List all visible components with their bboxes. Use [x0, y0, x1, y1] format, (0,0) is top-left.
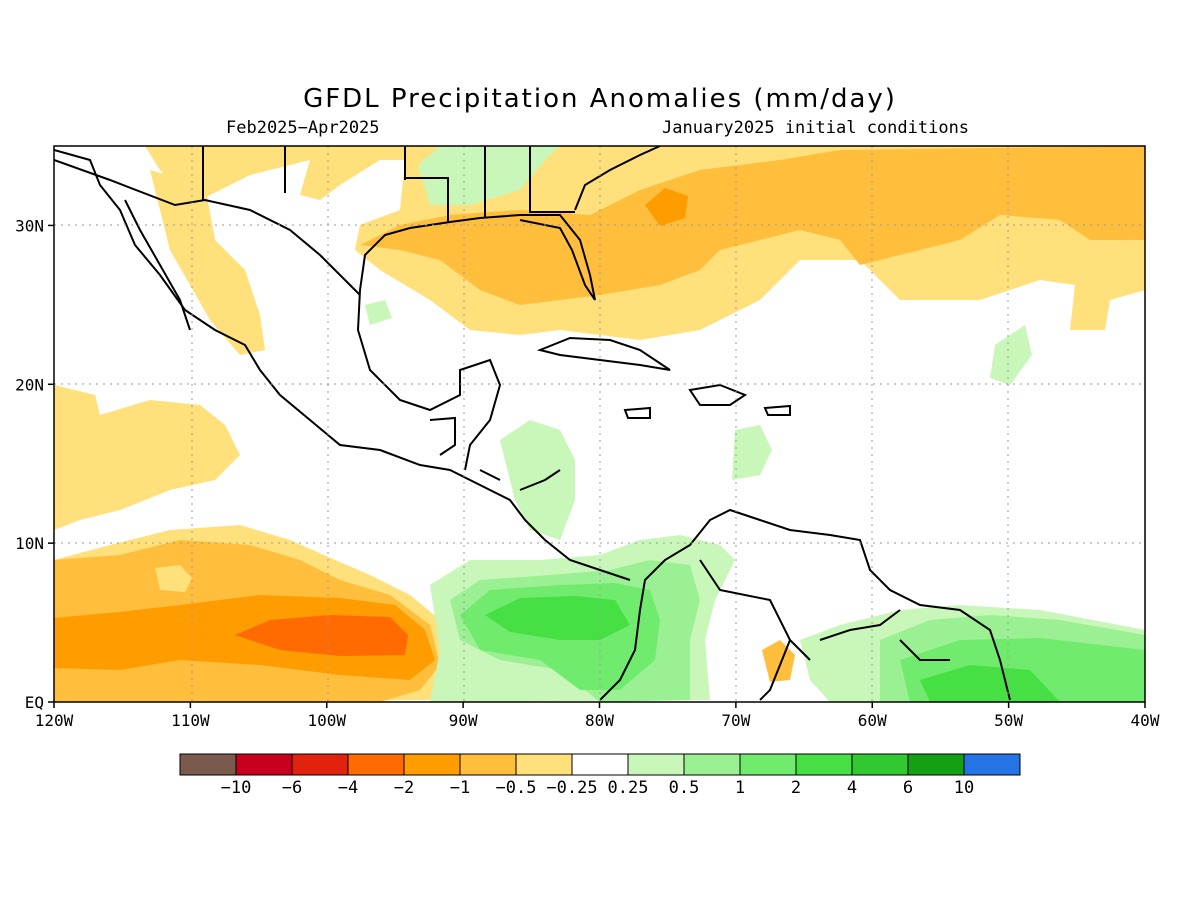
- longitude-tick-label: 110W: [171, 711, 210, 730]
- us-mexico-border: [54, 159, 361, 296]
- anomaly-shading: [54, 146, 1145, 702]
- colorbar-swatch: [291, 753, 349, 776]
- colorbar-swatch: [459, 753, 517, 776]
- longitude-tick-label: 70W: [721, 711, 750, 730]
- wet-region-southeast-us: [418, 146, 560, 205]
- colorbar-swatch: [907, 753, 965, 776]
- wet-region-central-america: [500, 420, 575, 540]
- latitude-tick-label: 30N: [15, 216, 44, 235]
- latitude-tick-label: EQ: [25, 693, 44, 712]
- colorbar-label: 2: [791, 778, 801, 798]
- colorbar-swatch: [627, 753, 685, 776]
- puerto-rico-outline: [763, 404, 791, 416]
- initial-conditions-subtitle: January2025 initial conditions: [662, 118, 970, 138]
- colorbar-swatch: [739, 753, 797, 776]
- longitude-tick-label: 60W: [858, 711, 887, 730]
- map-title: GFDL Precipitation Anomalies (mm/day): [303, 84, 897, 114]
- colorbar-swatch: [235, 753, 293, 776]
- colorbar-swatch: [515, 753, 573, 776]
- wet-region-eastern-pacific-core: [485, 596, 630, 640]
- wet-region-caribbean: [732, 425, 772, 480]
- dry-region-east-pacific-north: [54, 385, 240, 530]
- colorbar-label: −0.25: [546, 778, 597, 798]
- hispaniola-outline: [688, 383, 748, 406]
- colorbar-label: 10: [954, 778, 974, 798]
- longitude-axis: 120W 110W 100W 90W 80W 70W 60W 50W 40W: [35, 702, 1160, 730]
- south-america-interior-borders: [699, 559, 950, 701]
- colorbar-swatch: [851, 753, 909, 776]
- longitude-tick-label: 100W: [307, 711, 346, 730]
- dry-region-pacific-hole: [155, 565, 192, 592]
- wet-region-gulf: [365, 300, 392, 325]
- colorbar: [179, 753, 1021, 776]
- coastlines: [54, 146, 1011, 701]
- north-america-coastline: [54, 149, 631, 581]
- wet-region-atlantic: [990, 325, 1032, 385]
- atlantic-us-coastline: [574, 146, 661, 211]
- colorbar-label: −10: [221, 778, 252, 798]
- dry-region-pacific-core: [235, 615, 408, 656]
- colorbar-label: −4: [338, 778, 358, 798]
- latitude-tick-label: 20N: [15, 375, 44, 394]
- period-subtitle: Feb2025−Apr2025: [226, 118, 380, 138]
- south-america-coastline: [599, 508, 1011, 701]
- colorbar-swatch: [795, 753, 853, 776]
- colorbar-label: −2: [394, 778, 414, 798]
- colorbar-swatch: [347, 753, 405, 776]
- colorbar-swatch: [963, 753, 1021, 776]
- colorbar-swatch: [683, 753, 741, 776]
- colorbar-label: 0.25: [608, 778, 649, 798]
- colorbar-swatch: [403, 753, 461, 776]
- dry-region-mexico: [150, 170, 265, 355]
- yucatan-coastline: [356, 289, 502, 471]
- colorbar-label: −6: [282, 778, 302, 798]
- wet-region-amazon-core: [920, 665, 1060, 702]
- longitude-tick-label: 90W: [449, 711, 478, 730]
- latitude-axis: EQ 10N 20N 30N: [15, 216, 54, 712]
- colorbar-label: −0.5: [496, 778, 537, 798]
- us-state-borders: [202, 146, 575, 222]
- colorbar-labels: −10 −6 −4 −2 −1 −0.5 −0.25 0.25 0.5 1 2 4 6 10: [221, 778, 975, 798]
- colorbar-label: 1: [735, 778, 745, 798]
- longitude-tick-label: 120W: [35, 711, 74, 730]
- longitude-tick-label: 80W: [585, 711, 614, 730]
- dry-region-gulf-inner: [360, 146, 1145, 305]
- jamaica-outline: [623, 406, 651, 419]
- colorbar-swatch: [179, 753, 237, 776]
- gulf-coastline: [359, 214, 596, 301]
- longitude-tick-label: 50W: [994, 711, 1023, 730]
- gridlines: [54, 146, 1145, 702]
- dry-region-south-america: [762, 640, 795, 682]
- central-america-borders: [429, 416, 561, 491]
- colorbar-label: 4: [847, 778, 857, 798]
- colorbar-label: 0.5: [669, 778, 700, 798]
- longitude-tick-label: 40W: [1131, 711, 1160, 730]
- dry-region-core: [645, 188, 688, 226]
- baja-coastline: [124, 199, 191, 331]
- colorbar-label: 6: [903, 778, 913, 798]
- colorbar-label: −1: [450, 778, 470, 798]
- latitude-tick-label: 10N: [15, 534, 44, 553]
- colorbar-swatch: [571, 753, 629, 776]
- cuba-outline: [536, 336, 671, 371]
